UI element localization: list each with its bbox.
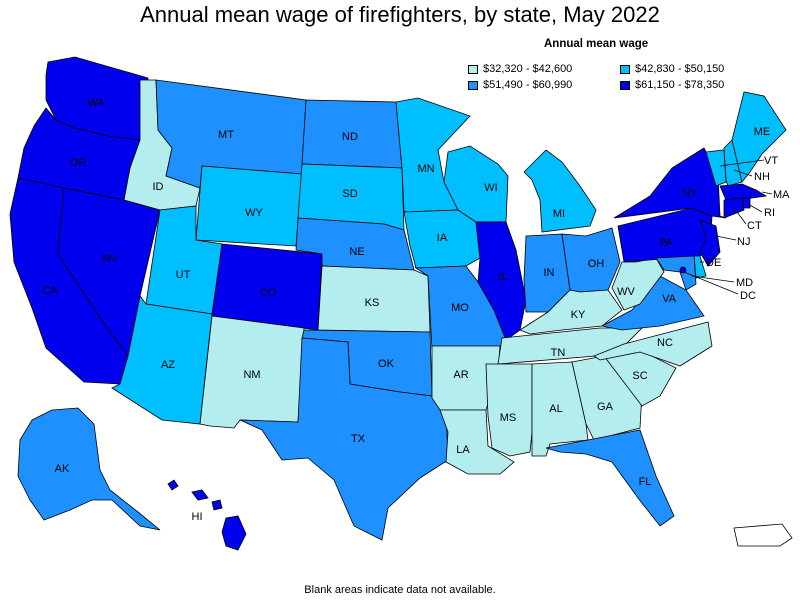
label-DC: DC <box>740 290 756 302</box>
state-NJ[interactable] <box>699 219 721 267</box>
legend-item-tier-3: $51,490 - $60,990 <box>468 79 620 91</box>
label-ND: ND <box>342 131 358 143</box>
state-KS[interactable] <box>317 265 431 333</box>
label-AR: AR <box>453 369 468 381</box>
label-NM: NM <box>243 369 260 381</box>
label-CA: CA <box>42 285 58 297</box>
label-KS: KS <box>365 297 380 309</box>
legend-label: $61,150 - $78,350 <box>635 79 725 91</box>
legend-swatch <box>620 80 630 90</box>
state-TX[interactable] <box>239 337 449 541</box>
state-AK[interactable] <box>17 407 161 531</box>
state-NC[interactable] <box>593 321 713 367</box>
label-FL: FL <box>639 476 652 488</box>
state-MI[interactable] <box>523 149 597 233</box>
label-VT: VT <box>764 155 778 167</box>
label-NY: NY <box>682 187 698 199</box>
label-NE: NE <box>349 246 364 258</box>
label-RI: RI <box>764 207 775 219</box>
label-IN: IN <box>544 267 555 279</box>
label-ID: ID <box>153 181 164 193</box>
legend-item-tier-2: $42,830 - $50,150 <box>620 63 780 75</box>
label-SD: SD <box>342 188 357 200</box>
state-DC[interactable] <box>679 266 687 274</box>
label-GA: GA <box>597 401 614 413</box>
label-MS: MS <box>500 412 517 424</box>
label-MA: MA <box>773 189 790 201</box>
label-TN: TN <box>551 347 566 359</box>
label-WI: WI <box>484 182 497 194</box>
state-FL[interactable] <box>545 429 675 527</box>
label-MD: MD <box>736 277 753 289</box>
label-CT: CT <box>747 220 762 232</box>
label-VA: VA <box>662 293 677 305</box>
label-IL: IL <box>498 271 507 283</box>
label-MN: MN <box>417 163 434 175</box>
legend-title: Annual mean wage <box>544 38 649 50</box>
state-LA[interactable] <box>439 409 515 475</box>
legend-item-tier-4: $61,150 - $78,350 <box>620 79 780 91</box>
state-KY[interactable] <box>519 289 623 335</box>
label-NC: NC <box>657 337 673 349</box>
label-OK: OK <box>378 358 395 370</box>
state-NH[interactable] <box>723 139 743 187</box>
legend-swatch <box>468 80 478 90</box>
state-NY[interactable] <box>613 147 727 219</box>
state-HI-2[interactable] <box>191 489 209 501</box>
footnote: Blank areas indicate data not available. <box>304 584 496 596</box>
label-OH: OH <box>588 258 605 270</box>
label-TX: TX <box>351 433 366 445</box>
label-IA: IA <box>437 232 448 244</box>
legend: Annual mean wage $32,320 - $42,600 $42,8… <box>468 38 798 91</box>
label-ME: ME <box>754 126 771 138</box>
label-MI: MI <box>553 208 565 220</box>
state-MS[interactable] <box>485 363 533 457</box>
state-IL[interactable] <box>475 221 527 341</box>
page-title: Annual mean wage of firefighters, by sta… <box>140 2 660 27</box>
label-LA: LA <box>456 444 470 456</box>
legend-swatch <box>468 64 478 74</box>
label-AZ: AZ <box>161 359 175 371</box>
legend-label: $42,830 - $50,150 <box>635 63 725 75</box>
label-SC: SC <box>632 370 647 382</box>
legend-label: $32,320 - $42,600 <box>483 63 573 75</box>
label-WV: WV <box>617 286 635 298</box>
state-HI-3[interactable] <box>211 499 223 511</box>
label-MT: MT <box>218 129 234 141</box>
label-AL: AL <box>549 403 562 415</box>
label-HI: HI <box>192 511 203 523</box>
label-WY: WY <box>245 207 263 219</box>
label-DE: DE <box>706 257 721 269</box>
state-PR <box>733 523 793 547</box>
state-ME[interactable] <box>731 91 787 183</box>
state-PA[interactable] <box>617 207 713 263</box>
state-HI-1[interactable] <box>167 479 179 491</box>
label-UT: UT <box>176 269 191 281</box>
label-PA: PA <box>659 237 674 249</box>
leader-lines <box>683 159 773 295</box>
label-OR: OR <box>70 157 87 169</box>
label-NV: NV <box>102 253 118 265</box>
legend-item-tier-1: $32,320 - $42,600 <box>468 63 620 75</box>
label-NH: NH <box>754 171 770 183</box>
label-CO: CO <box>260 287 277 299</box>
state-VT[interactable] <box>705 149 727 187</box>
legend-label: $51,490 - $60,990 <box>483 79 573 91</box>
label-WA: WA <box>87 97 105 109</box>
state-HI-4[interactable] <box>221 515 247 551</box>
label-AK: AK <box>55 463 70 475</box>
legend-swatch <box>620 64 630 74</box>
state-WY[interactable] <box>195 165 303 247</box>
label-NJ: NJ <box>737 236 750 248</box>
label-MO: MO <box>451 302 469 314</box>
state-MD[interactable] <box>655 255 697 291</box>
label-KY: KY <box>571 309 586 321</box>
